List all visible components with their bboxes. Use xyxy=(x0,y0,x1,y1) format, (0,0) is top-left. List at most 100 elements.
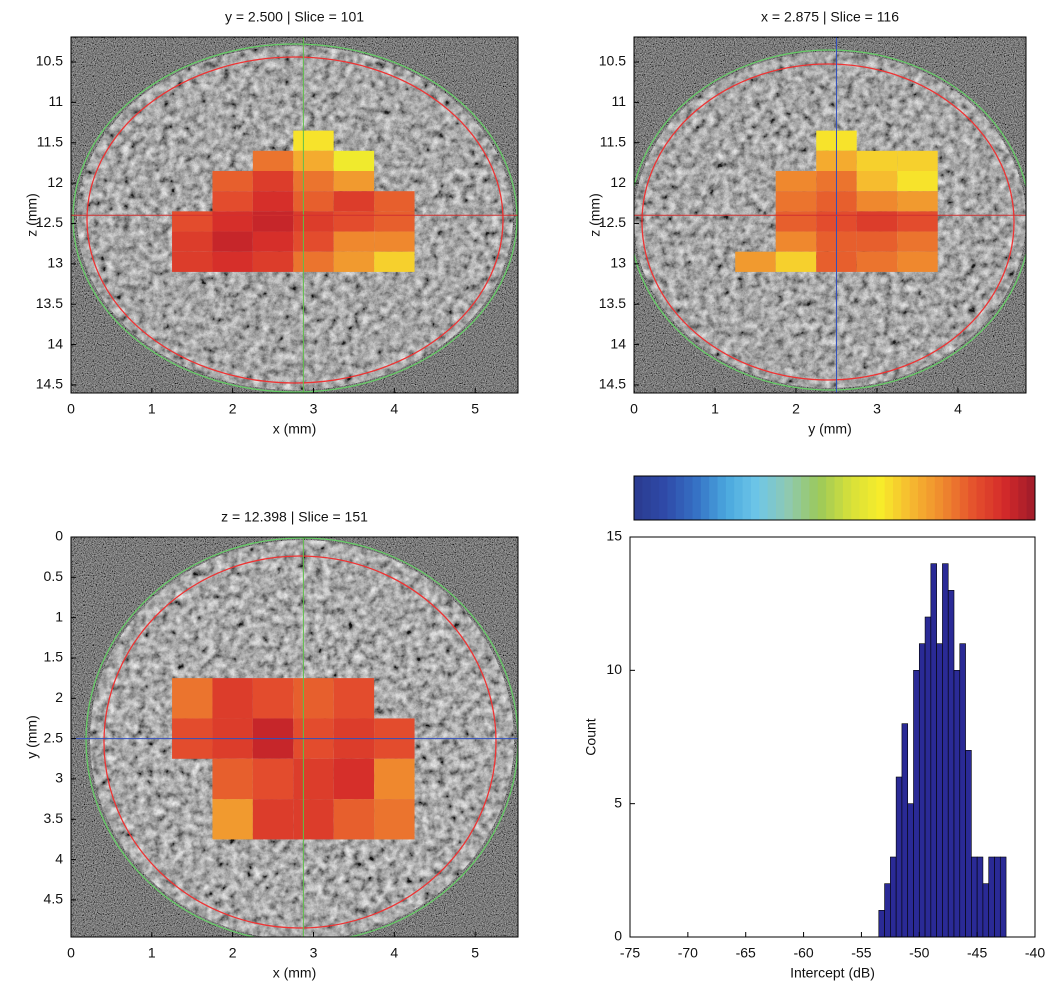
colorbar-stripe xyxy=(926,476,936,520)
colorbar-stripe xyxy=(842,476,852,520)
y-tick-label: 15 xyxy=(606,528,622,544)
heatmap-cell xyxy=(252,799,294,840)
y-tick-label: 10 xyxy=(606,661,622,677)
histogram-bar xyxy=(878,910,885,938)
colorbar-stripe xyxy=(859,476,869,520)
x-tick-label: -45 xyxy=(967,945,987,961)
colorbar-stripe xyxy=(767,476,777,520)
colorbar-stripe xyxy=(675,476,685,520)
y-tick-label: 13.5 xyxy=(36,295,63,311)
x-tick-label: -60 xyxy=(793,945,813,961)
x-tick-label: 3 xyxy=(310,401,318,417)
y-tick-label: 12.5 xyxy=(599,214,626,230)
histogram-bar xyxy=(936,643,943,938)
colorbar-stripe xyxy=(851,476,861,520)
heatmap-cell xyxy=(293,211,334,232)
x-tick-label: 4 xyxy=(390,401,398,417)
x-tick-label: 3 xyxy=(310,945,318,961)
panel-title: z = 12.398 | Slice = 151 xyxy=(221,509,368,525)
colorbar-stripe xyxy=(742,476,752,520)
y-tick-label: 12 xyxy=(47,174,63,190)
heatmap-cell xyxy=(775,211,817,232)
y-tick-label: 11.5 xyxy=(600,133,626,149)
colorbar-stripe xyxy=(734,476,744,520)
x-tick-label: 0 xyxy=(67,401,75,417)
histogram-bar xyxy=(959,643,966,938)
heatmap-cell xyxy=(374,799,415,840)
histogram-bar xyxy=(999,856,1007,938)
heatmap-cell xyxy=(252,251,294,272)
y-tick-label: 0 xyxy=(614,928,622,944)
y-axis-label: Count xyxy=(583,718,599,755)
colorbar-stripe xyxy=(1009,476,1019,520)
heatmap-cell xyxy=(172,231,213,252)
x-tick-label: -50 xyxy=(909,945,929,961)
heatmap-cell xyxy=(172,678,213,719)
colorbar-stripe xyxy=(809,476,819,520)
heatmap-cell xyxy=(333,799,375,840)
x-tick-label: 3 xyxy=(873,401,881,417)
y-tick-label: 10.5 xyxy=(36,53,63,69)
y-tick-label: 0 xyxy=(55,528,63,544)
colorbar-stripe xyxy=(700,476,710,520)
colorbar-stripe xyxy=(784,476,794,520)
colorbar-stripe xyxy=(776,476,785,520)
x-tick-label: 0 xyxy=(67,945,75,961)
y-tick-label: 3 xyxy=(55,770,63,786)
colorbar-stripe xyxy=(876,476,886,520)
heatmap-cell xyxy=(856,191,898,212)
axes-box xyxy=(70,36,519,394)
heatmap-cell xyxy=(374,758,415,800)
heatmap-cell xyxy=(252,171,294,192)
heatmap-cell xyxy=(212,171,253,192)
colorbar-stripe xyxy=(826,476,835,520)
y-tick-label: 13 xyxy=(47,255,63,271)
heatmap-cell xyxy=(374,231,415,252)
colorbar-stripe xyxy=(918,476,927,520)
heatmap-cell xyxy=(856,211,898,232)
y-tick-label: 1 xyxy=(55,608,63,624)
heatmap-cell xyxy=(374,211,415,232)
heatmap-cell xyxy=(333,150,375,172)
histogram-bar xyxy=(890,856,897,938)
x-tick-label: -40 xyxy=(1025,945,1045,961)
histogram-bar xyxy=(901,723,909,938)
x-tick-label: -70 xyxy=(678,945,698,961)
heatmap-cell xyxy=(333,231,375,252)
y-tick-label: 13.5 xyxy=(599,295,626,311)
histogram-bar xyxy=(884,883,891,938)
heatmap-cell xyxy=(293,231,334,252)
colorbar-stripe xyxy=(884,476,894,520)
colorbar-stripe xyxy=(934,476,944,520)
heatmap-cell xyxy=(333,171,375,192)
heatmap-cell xyxy=(252,758,294,800)
heatmap-cell xyxy=(856,251,898,272)
histogram-bar xyxy=(930,563,937,938)
x-tick-label: 5 xyxy=(471,401,479,417)
y-tick-label: 4.5 xyxy=(44,891,64,907)
heatmap-cell xyxy=(252,191,294,212)
x-tick-label: 5 xyxy=(471,945,479,961)
heatmap-cell xyxy=(374,191,415,212)
colorbar-stripe xyxy=(634,476,643,520)
heatmap-cell xyxy=(172,211,213,232)
colorbar-stripe xyxy=(801,476,810,520)
panel-title: x = 2.875 | Slice = 116 xyxy=(761,9,899,25)
x-tick-label: 1 xyxy=(711,401,719,417)
colorbar-stripe xyxy=(792,476,802,520)
x-tick-label: 1 xyxy=(148,401,156,417)
y-tick-label: 11 xyxy=(611,93,626,109)
colorbar-stripe xyxy=(692,476,702,520)
histogram-bar xyxy=(947,590,955,938)
x-axis-label: Intercept (dB) xyxy=(790,965,875,981)
colorbar-stripe xyxy=(867,476,877,520)
colorbar-stripe xyxy=(817,476,827,520)
colorbar-stripe xyxy=(684,476,693,520)
colorbar-stripe xyxy=(909,476,919,520)
colorbar-stripe xyxy=(650,476,660,520)
y-axis-label: z (mm) xyxy=(587,193,603,237)
x-tick-label: -65 xyxy=(736,945,756,961)
heatmap-cell xyxy=(212,211,253,232)
y-axis-label: y (mm) xyxy=(24,715,40,759)
heatmap-cell xyxy=(856,231,898,252)
